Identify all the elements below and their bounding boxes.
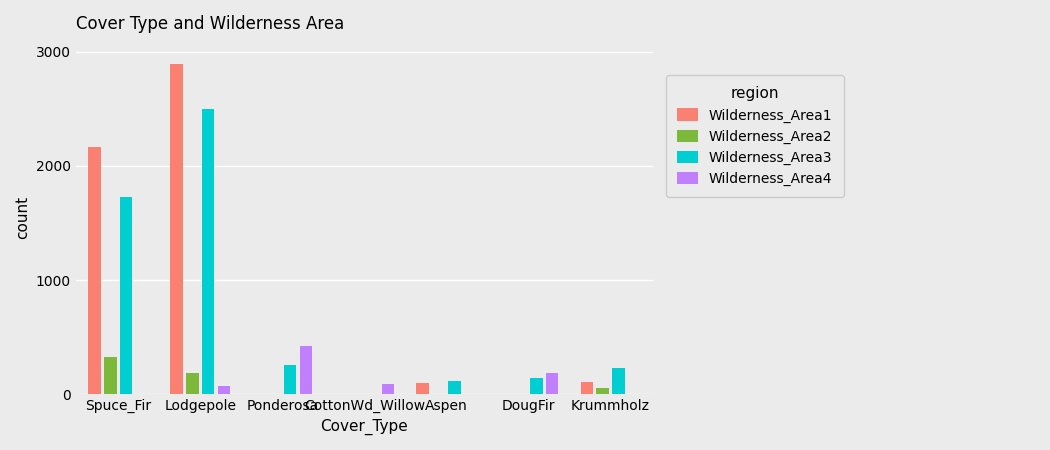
Bar [448,381,461,394]
Bar [382,384,395,394]
Bar [217,386,230,394]
Bar [581,382,593,394]
X-axis label: Cover_Type: Cover_Type [320,419,408,435]
Bar [120,197,132,394]
Bar [612,368,625,394]
Bar [417,383,429,394]
Legend: Wilderness_Area1, Wilderness_Area2, Wilderness_Area3, Wilderness_Area4: Wilderness_Area1, Wilderness_Area2, Wild… [666,76,843,197]
Bar [299,346,312,394]
Bar [186,373,198,394]
Text: Cover Type and Wilderness Area: Cover Type and Wilderness Area [76,15,343,33]
Bar [284,364,296,394]
Bar [530,378,543,394]
Bar [88,148,101,394]
Bar [170,64,183,394]
Bar [546,373,559,394]
Bar [202,108,214,394]
Y-axis label: count: count [15,196,30,239]
Bar [596,388,609,394]
Bar [104,356,117,394]
